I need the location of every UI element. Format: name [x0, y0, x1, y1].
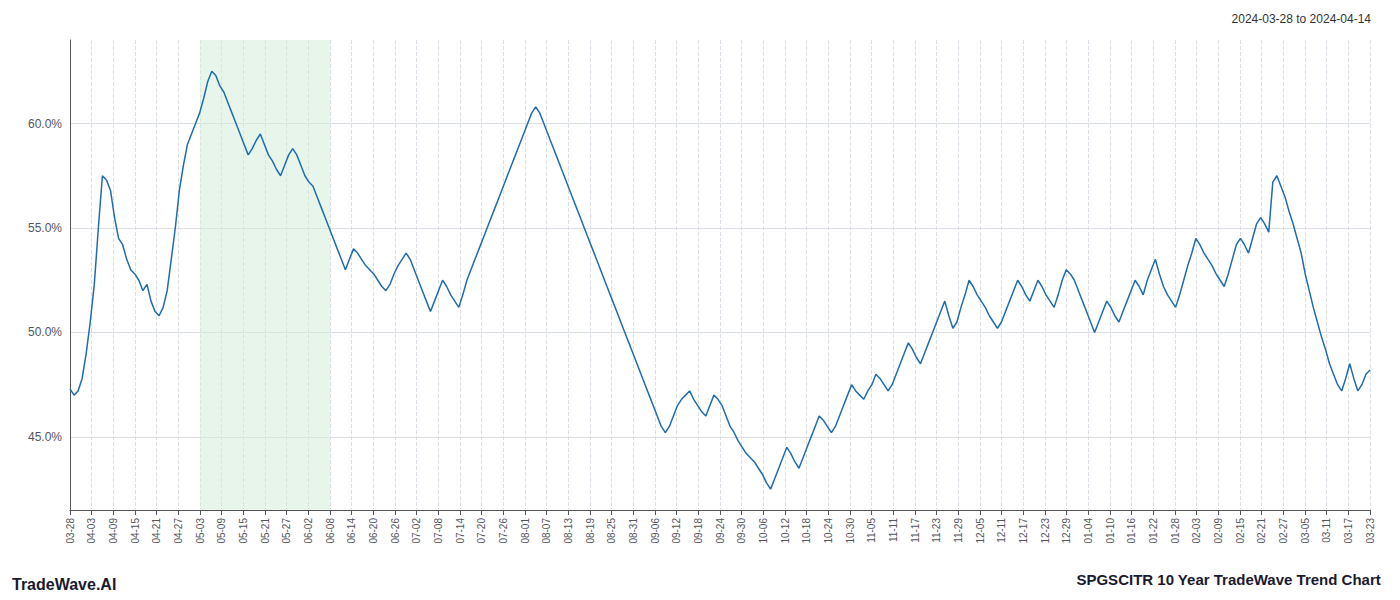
svg-text:09-24: 09-24 — [715, 518, 726, 544]
svg-text:08-25: 08-25 — [606, 518, 617, 544]
svg-text:05-03: 05-03 — [195, 518, 206, 544]
svg-text:08-19: 08-19 — [585, 518, 596, 544]
svg-text:09-06: 09-06 — [650, 518, 661, 544]
svg-text:08-13: 08-13 — [563, 518, 574, 544]
svg-text:07-02: 07-02 — [411, 518, 422, 544]
svg-text:12-23: 12-23 — [1040, 518, 1051, 544]
svg-text:02-21: 02-21 — [1256, 518, 1267, 544]
svg-text:04-03: 04-03 — [86, 518, 97, 544]
svg-text:10-12: 10-12 — [780, 518, 791, 544]
svg-text:05-21: 05-21 — [260, 518, 271, 544]
svg-text:06-26: 06-26 — [390, 518, 401, 544]
svg-text:02-27: 02-27 — [1278, 518, 1289, 544]
svg-text:SPGSCITR 10 Year TradeWave Tre: SPGSCITR 10 Year TradeWave Trend Chart — [1076, 571, 1380, 588]
svg-text:06-08: 06-08 — [325, 518, 336, 544]
svg-text:04-09: 04-09 — [108, 518, 119, 544]
svg-text:45.0%: 45.0% — [28, 430, 62, 444]
svg-text:01-22: 01-22 — [1148, 518, 1159, 544]
svg-text:50.0%: 50.0% — [28, 325, 62, 339]
svg-text:11-29: 11-29 — [953, 518, 964, 543]
svg-text:11-05: 11-05 — [866, 518, 877, 543]
svg-text:03-17: 03-17 — [1343, 518, 1354, 544]
svg-text:55.0%: 55.0% — [28, 221, 62, 235]
svg-text:11-17: 11-17 — [910, 518, 921, 543]
svg-text:02-09: 02-09 — [1213, 518, 1224, 544]
svg-text:03-05: 03-05 — [1300, 518, 1311, 544]
svg-text:03-23: 03-23 — [1365, 518, 1376, 544]
svg-text:10-06: 10-06 — [758, 518, 769, 544]
svg-text:01-28: 01-28 — [1170, 518, 1181, 544]
svg-text:10-24: 10-24 — [823, 518, 834, 544]
svg-text:10-30: 10-30 — [845, 518, 856, 544]
svg-text:12-17: 12-17 — [1018, 518, 1029, 544]
svg-text:08-07: 08-07 — [541, 518, 552, 544]
svg-text:05-09: 05-09 — [216, 518, 227, 544]
svg-text:11-23: 11-23 — [931, 518, 942, 543]
svg-text:11-11: 11-11 — [888, 518, 899, 543]
svg-text:04-15: 04-15 — [130, 518, 141, 544]
svg-text:07-14: 07-14 — [455, 518, 466, 544]
svg-text:12-29: 12-29 — [1061, 518, 1072, 544]
svg-text:01-16: 01-16 — [1126, 518, 1137, 544]
svg-text:06-14: 06-14 — [346, 518, 357, 544]
svg-text:01-10: 01-10 — [1105, 518, 1116, 544]
svg-text:03-28: 03-28 — [65, 518, 76, 544]
svg-text:01-04: 01-04 — [1083, 518, 1094, 544]
svg-text:04-27: 04-27 — [173, 518, 184, 544]
svg-text:06-02: 06-02 — [303, 518, 314, 544]
svg-text:08-31: 08-31 — [628, 518, 639, 544]
svg-text:12-11: 12-11 — [996, 518, 1007, 543]
svg-text:10-18: 10-18 — [801, 518, 812, 544]
svg-text:08-01: 08-01 — [520, 518, 531, 544]
svg-text:09-12: 09-12 — [671, 518, 682, 544]
svg-text:TradeWave.AI: TradeWave.AI — [12, 576, 116, 593]
svg-text:02-03: 02-03 — [1191, 518, 1202, 544]
svg-text:06-20: 06-20 — [368, 518, 379, 544]
svg-text:09-30: 09-30 — [736, 518, 747, 544]
svg-text:07-08: 07-08 — [433, 518, 444, 544]
svg-text:05-15: 05-15 — [238, 518, 249, 544]
svg-text:2024-03-28 to 2024-04-14: 2024-03-28 to 2024-04-14 — [1232, 12, 1372, 26]
svg-text:05-27: 05-27 — [281, 518, 292, 544]
svg-text:04-21: 04-21 — [151, 518, 162, 544]
svg-text:07-26: 07-26 — [498, 518, 509, 544]
svg-text:12-05: 12-05 — [975, 518, 986, 544]
svg-text:09-18: 09-18 — [693, 518, 704, 544]
svg-text:07-20: 07-20 — [476, 518, 487, 544]
svg-text:03-11: 03-11 — [1321, 518, 1332, 543]
svg-text:60.0%: 60.0% — [28, 117, 62, 131]
svg-text:02-15: 02-15 — [1235, 518, 1246, 544]
